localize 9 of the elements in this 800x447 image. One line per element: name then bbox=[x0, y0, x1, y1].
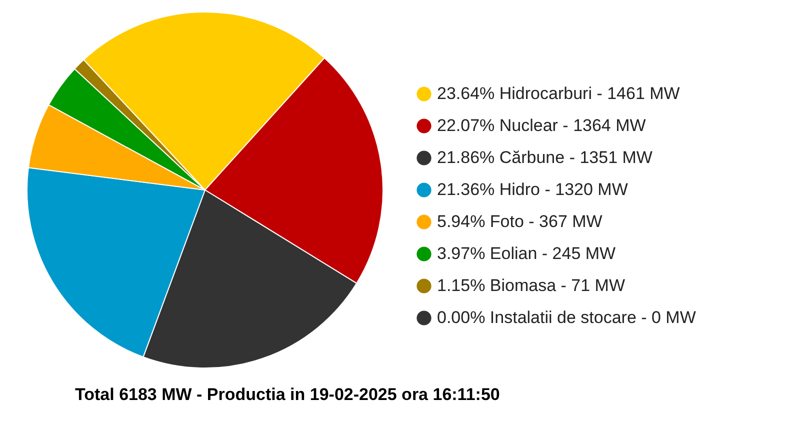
legend-label: 3.97% Eolian - 245 MW bbox=[437, 244, 616, 263]
legend-label: 1.15% Biomasa - 71 MW bbox=[437, 276, 626, 295]
legend-label: 21.86% Cărbune - 1351 MW bbox=[437, 148, 652, 167]
legend-label: 0.00% Instalatii de stocare - 0 MW bbox=[437, 308, 696, 327]
text: Total 6183 MW - Productia in 19-02-2025 ora 16:11:50 bbox=[75, 385, 500, 404]
legend-label: 23.64% Hidrocarburi - 1461 MW bbox=[437, 84, 680, 103]
legend-label: 22.07% Nuclear - 1364 MW bbox=[437, 116, 646, 135]
legend-label: 5.94% Foto - 367 MW bbox=[437, 212, 602, 231]
legend-label: 21.36% Hidro - 1320 MW bbox=[437, 180, 628, 199]
